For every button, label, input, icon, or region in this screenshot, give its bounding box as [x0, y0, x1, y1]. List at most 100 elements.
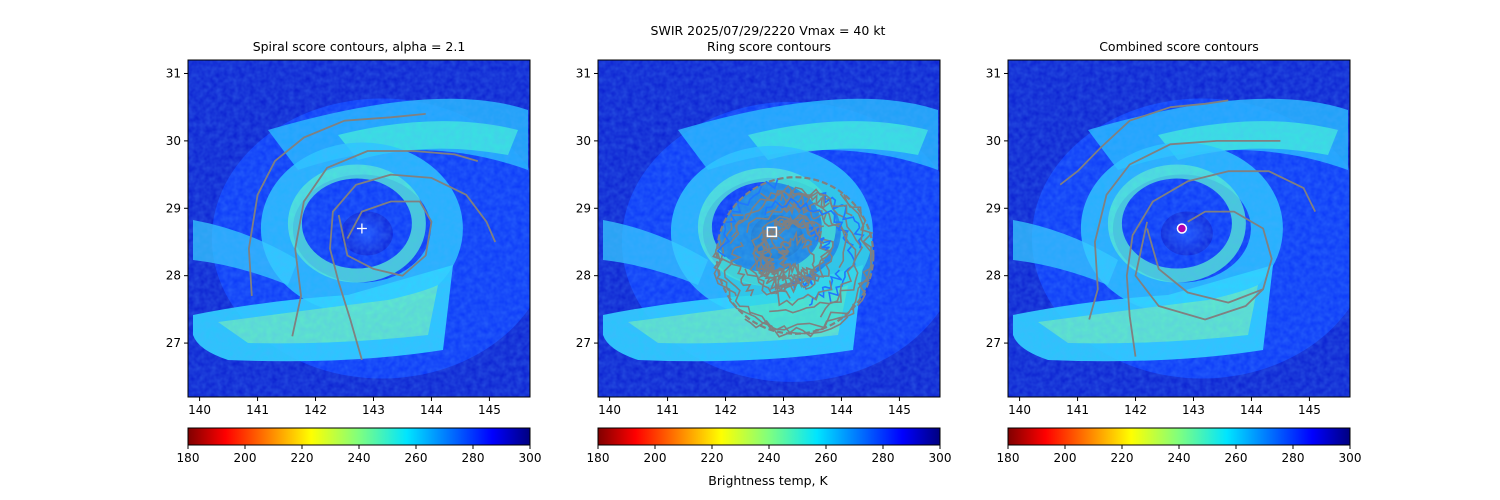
ring-contour-line [820, 191, 865, 249]
y-tick-label: 27 [986, 336, 1001, 350]
y-tick-label: 28 [986, 269, 1001, 283]
y-tick-label: 30 [166, 134, 181, 148]
heatmap-image [1008, 60, 1350, 397]
colorbar-gradient [187, 427, 531, 446]
ring-contour-line [793, 233, 818, 280]
colorbar-tick-label: 220 [1111, 451, 1134, 465]
y-tick-label: 30 [986, 134, 1001, 148]
contour-line [1059, 99, 1229, 186]
colorbar-tick-label: 300 [519, 451, 542, 465]
y-tick-label: 27 [166, 336, 181, 350]
ring-contour-line [713, 252, 849, 338]
panel-combined: Combined score contours 140 141 142 143 144 14… [986, 39, 1351, 417]
contour-line [337, 200, 433, 277]
colorbar-combined: 180 200 220 240 260 280 300 [997, 427, 1361, 465]
x-tick-label: 143 [362, 403, 385, 417]
contour-line [329, 173, 497, 361]
ring-contour-line [843, 194, 874, 307]
colorbar-tick-label: 260 [815, 451, 838, 465]
colorbar-tick-label: 240 [758, 451, 781, 465]
x-tick-label: 140 [598, 403, 621, 417]
colorbar-tick-label: 280 [462, 451, 485, 465]
x-tick-label: 145 [1298, 403, 1321, 417]
x-tick-label: 142 [714, 403, 737, 417]
panel-title: Combined score contours [1099, 39, 1259, 54]
panel-title: Spiral score contours, alpha = 2.1 [253, 39, 466, 54]
contour-line [1146, 210, 1273, 304]
x-tick-label: 144 [830, 403, 853, 417]
x-tick-label: 141 [656, 403, 679, 417]
ring-contour-line [789, 270, 819, 284]
x-tick-label: 145 [888, 403, 911, 417]
colorbar-tick-label: 240 [348, 451, 371, 465]
x-tick-label: 141 [246, 403, 269, 417]
ring-contour-line [769, 236, 857, 314]
ring-contour-line [780, 200, 828, 221]
x-tick-label: 144 [1240, 403, 1263, 417]
contour-line [248, 113, 426, 296]
panel-spiral: Spiral score contours, alpha = 2.1 140 141… [166, 39, 531, 417]
ring-contour-line [730, 241, 755, 297]
axes-frame [1007, 59, 1351, 398]
ring-contour-line [780, 189, 830, 209]
contours [248, 113, 497, 361]
center-marker-circle [1176, 223, 1188, 234]
colorbar-gradient [597, 427, 941, 446]
y-tick-label: 30 [576, 134, 591, 148]
ring-contour-line [760, 220, 825, 245]
ring-contour-line [759, 220, 797, 292]
contour-line [1088, 140, 1281, 320]
colorbar-tick-label: 280 [872, 451, 895, 465]
x-tick-label: 142 [304, 403, 327, 417]
x-tick-label: 141 [1066, 403, 1089, 417]
axes-frame [187, 59, 531, 398]
y-tick-label: 28 [166, 269, 181, 283]
suptitle: SWIR 2025/07/29/2220 Vmax = 40 kt [651, 23, 886, 38]
ring-contour-line [764, 256, 804, 289]
ring-contour-line [751, 213, 824, 278]
colorbar-label: Brightness temp, K [708, 473, 828, 488]
colorbar-tick-label: 300 [929, 451, 952, 465]
x-tick-label: 142 [1124, 403, 1147, 417]
ring-contour-line [764, 197, 844, 232]
x-tick-label: 143 [772, 403, 795, 417]
panel-title: Ring score contours [707, 39, 831, 54]
y-tick-label: 29 [576, 201, 591, 215]
x-tick-label: 143 [1182, 403, 1205, 417]
ring-contour-line [765, 232, 785, 280]
contours [712, 176, 875, 338]
colorbar-tick-label: 220 [291, 451, 314, 465]
y-tick-label: 28 [576, 269, 591, 283]
ring-contour-line [720, 214, 752, 315]
colorbar-tick-label: 200 [644, 451, 667, 465]
y-tick-label: 29 [986, 201, 1001, 215]
y-tick-label: 31 [576, 66, 591, 80]
colorbar-tick-label: 180 [587, 451, 610, 465]
y-tick-label: 29 [166, 201, 181, 215]
colorbar-spiral: 180 200 220 240 260 280 300 [177, 427, 542, 465]
x-tick-label: 144 [420, 403, 443, 417]
colorbar-tick-label: 240 [1168, 451, 1191, 465]
axes-frame [597, 59, 941, 398]
ring-contour-line [744, 268, 833, 307]
colorbar-tick-label: 200 [234, 451, 257, 465]
x-tick-label: 140 [1008, 403, 1031, 417]
contour-line [1125, 170, 1317, 357]
colorbar-tick-label: 260 [1225, 451, 1248, 465]
ring-contour-line [760, 184, 853, 217]
colorbar-ring: 180 200 220 240 260 280 300 [587, 427, 952, 465]
y-tick-label: 31 [166, 66, 181, 80]
contours [1059, 99, 1317, 357]
ring-contour-line [746, 198, 848, 269]
colorbar-tick-label: 280 [1282, 451, 1305, 465]
x-tick-label: 145 [478, 403, 501, 417]
ring-contour-line [819, 197, 864, 318]
contour-line [291, 150, 479, 337]
panel-ring: Ring score contours 140 141 142 143 144 145 27 2… [576, 39, 941, 417]
colorbar-gradient [1007, 427, 1351, 446]
ring-contour-line [744, 303, 855, 338]
colorbar-tick-label: 200 [1054, 451, 1077, 465]
contour-line [1134, 221, 1264, 321]
colorbar-tick-label: 180 [997, 451, 1020, 465]
